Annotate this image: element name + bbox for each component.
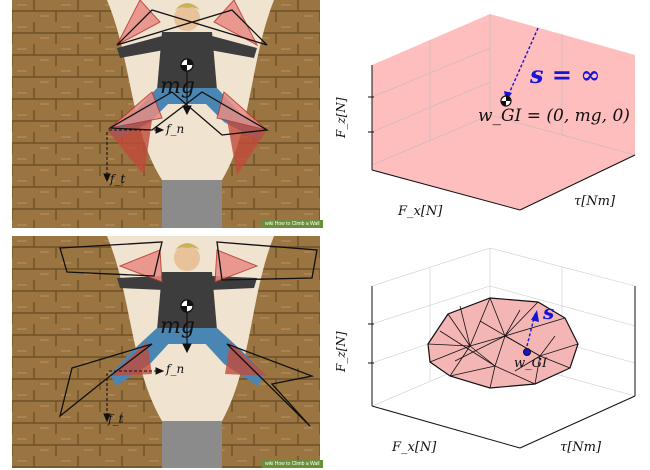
wrench-space-plot-top <box>368 14 636 211</box>
force-arrows-bottom <box>103 310 192 423</box>
gravity-wrench-label-top: w_GI = (0, mg, 0) <box>478 106 630 126</box>
weight-label-top: mg <box>160 74 195 99</box>
axes-frame-top <box>368 65 636 211</box>
wrench-convex-hull <box>427 297 579 389</box>
climber-photo-top <box>12 0 320 228</box>
weight-label-bottom: mg <box>160 314 195 339</box>
center-of-mass-marker-top <box>180 58 194 72</box>
tau-axis-label-top: τ[Nm] <box>574 194 616 209</box>
s-direction-arrow-bottom <box>526 310 539 347</box>
fx-axis-label-bottom: F_x[N] <box>392 440 437 455</box>
s-label-bottom: s <box>543 300 555 324</box>
center-of-mass-marker-bottom <box>180 299 194 313</box>
watermark-bottom: wiki How to Climb a Wall <box>262 460 323 468</box>
grid-lines-top <box>371 14 636 166</box>
gravity-wrench-label-bottom: w_GI <box>514 356 548 371</box>
friction-cones-bottom <box>58 241 318 427</box>
axes-frame-bottom <box>368 286 636 449</box>
climber-photo-bottom <box>12 236 320 468</box>
s-infinity-label: s = ∞ <box>530 60 601 89</box>
wrench-space-plot-bottom <box>368 247 636 449</box>
normal-force-label-top: f_n <box>166 122 185 136</box>
tangent-force-label-bottom: f_t <box>108 412 124 426</box>
force-arrows-top <box>103 67 192 183</box>
normal-force-label-bottom: f_n <box>166 362 185 376</box>
tangent-force-label-top: f_t <box>110 172 126 186</box>
watermark-top: wiki How to Climb a Wall <box>262 220 323 228</box>
fz-axis-label-top: F_z[N] <box>334 97 348 138</box>
tau-axis-label-bottom: τ[Nm] <box>560 440 602 455</box>
fx-axis-label-top: F_x[N] <box>398 204 443 219</box>
fz-axis-label-bottom: F_z[N] <box>334 331 348 372</box>
gravity-wrench-point-bottom <box>523 348 531 356</box>
gravity-wrench-point-top <box>500 95 512 107</box>
feasible-region-box <box>372 14 635 210</box>
friction-cones-top <box>107 0 270 175</box>
